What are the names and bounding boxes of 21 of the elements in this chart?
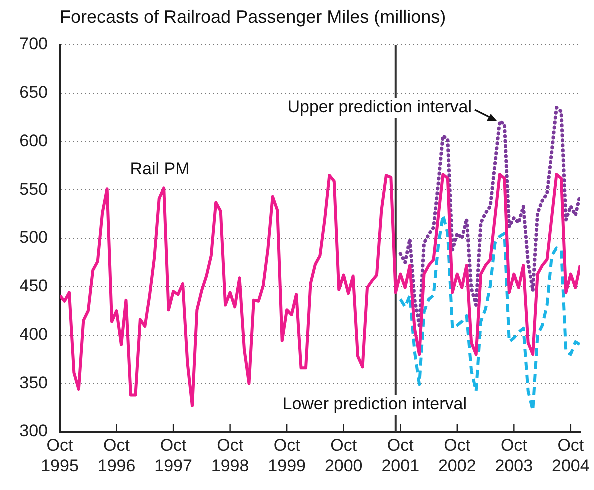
y-tick-label: 350 (20, 373, 48, 392)
x-tick-label: Oct 2003 (495, 436, 534, 476)
x-tick-label: Oct 1996 (98, 436, 136, 476)
x-tick-label: Oct 2002 (438, 436, 476, 476)
y-tick-label: 400 (20, 324, 48, 344)
series-label: Rail PM (130, 160, 190, 179)
y-tick-label: 450 (20, 276, 48, 296)
chart-title: Forecasts of Railroad Passenger Miles (millions) (60, 6, 446, 27)
x-tick-label: Oct 2000 (324, 436, 363, 476)
y-tick-label: 500 (20, 228, 48, 248)
series-label: Upper prediction interval (288, 98, 472, 117)
x-tick-label: Oct 1999 (268, 436, 306, 476)
x-tick-label: Oct 2004 (552, 436, 590, 476)
series-label: Lower prediction interval (282, 394, 467, 414)
y-tick-label: 700 (20, 34, 48, 54)
y-tick-label: 650 (20, 83, 48, 102)
x-tick-label: Oct 1997 (154, 436, 192, 476)
x-tick-label: Oct 1998 (211, 436, 250, 476)
y-tick-label: 600 (20, 131, 48, 150)
y-tick-label: 550 (20, 180, 48, 199)
x-tick-label: Oct 2001 (382, 436, 420, 476)
